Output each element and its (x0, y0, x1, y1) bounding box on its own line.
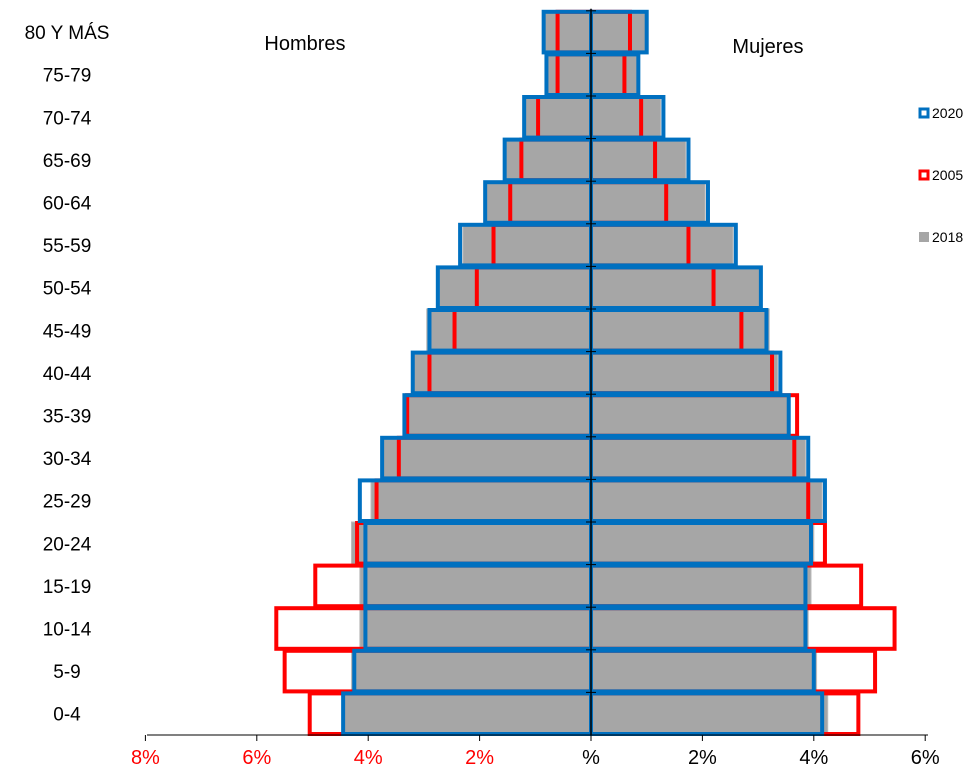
legend-label-2018: 2018 (932, 229, 963, 245)
bar-2018-mujeres (590, 265, 762, 310)
bar-2018-hombres (359, 564, 592, 608)
bar-2018-hombres (484, 180, 592, 225)
x-tick-label: 8% (131, 747, 160, 769)
category-label: 45-49 (43, 321, 92, 342)
x-tick-label: % (582, 747, 600, 769)
bar-2018-mujeres (590, 691, 829, 736)
legend-swatch-2018 (919, 232, 929, 242)
bar-2018-hombres (381, 436, 592, 480)
bar-2018-hombres (462, 223, 592, 267)
category-label: 65-69 (43, 151, 92, 172)
series-2018-bars (342, 10, 829, 736)
bar-2018-mujeres (590, 606, 809, 651)
bar-2018-mujeres (590, 351, 779, 395)
category-label: 30-34 (43, 449, 92, 470)
bar-2018-mujeres (590, 393, 790, 438)
x-tick-label: 4% (354, 747, 383, 769)
x-tick-label: 6% (242, 747, 271, 769)
category-labels: 0-4 5-9 10-14 15-19 20-24 25-29 30-34 35-39 40-4… (25, 23, 110, 726)
legend-swatch-2020 (918, 107, 930, 119)
bar-2018-mujeres (590, 436, 806, 480)
bar-2018-mujeres (590, 138, 687, 182)
category-label: 75-79 (43, 66, 92, 87)
x-tick-labels: 8% 6% 4% 2%% 2% 4% 6% (131, 747, 940, 769)
category-label: 40-44 (43, 364, 92, 385)
category-label: 0-4 (53, 705, 81, 726)
bar-2018-mujeres (590, 649, 818, 693)
category-label: 35-39 (43, 407, 92, 428)
bar-2018-mujeres (590, 564, 812, 608)
category-label: 10-14 (43, 620, 92, 641)
bar-2018-mujeres (590, 478, 823, 523)
bar-2018-hombres (523, 95, 592, 140)
legend-label-2020: 2020 (932, 105, 963, 121)
bar-2018-hombres (350, 649, 592, 693)
category-label: 80 Y MÁS (25, 23, 110, 44)
bar-2018-hombres (406, 393, 592, 438)
bar-2018-hombres (543, 10, 592, 54)
bar-2018-hombres (412, 351, 592, 395)
side-label-hombres: Hombres (264, 33, 345, 55)
bar-2018-hombres (437, 265, 592, 310)
category-label: 50-54 (43, 279, 92, 300)
side-label-mujeres: Mujeres (732, 36, 803, 58)
bar-2018-mujeres (590, 223, 734, 267)
legend: 2020 2005 2018 (918, 105, 963, 245)
bar-2018-hombres (504, 138, 592, 182)
category-label: 55-59 (43, 236, 92, 257)
x-tick-label: 6% (911, 747, 940, 769)
bar-2018-hombres (426, 308, 592, 353)
category-label: 5-9 (53, 662, 80, 683)
x-tick-label: 4% (799, 747, 828, 769)
legend-label-2005: 2005 (932, 167, 963, 183)
bar-2018-hombres (370, 478, 592, 523)
bar-2018-hombres (350, 521, 592, 566)
bar-2018-mujeres (590, 52, 639, 97)
bar-2018-mujeres (590, 95, 662, 140)
bar-2018-hombres (545, 52, 592, 97)
axes (144, 8, 928, 741)
x-tick-label: 2% (465, 747, 494, 769)
bar-2018-mujeres (590, 10, 648, 54)
category-label: 70-74 (43, 108, 92, 129)
legend-swatch-2005 (918, 169, 930, 181)
category-label: 60-64 (43, 194, 92, 215)
category-label: 20-24 (43, 534, 92, 555)
bar-2018-mujeres (590, 521, 815, 566)
x-tick-label: 2% (688, 747, 717, 769)
bar-2018-hombres (359, 606, 592, 651)
category-label: 15-19 (43, 577, 92, 598)
bar-2018-hombres (342, 691, 592, 736)
category-label: 25-29 (43, 492, 92, 513)
bar-2018-mujeres (590, 180, 706, 225)
